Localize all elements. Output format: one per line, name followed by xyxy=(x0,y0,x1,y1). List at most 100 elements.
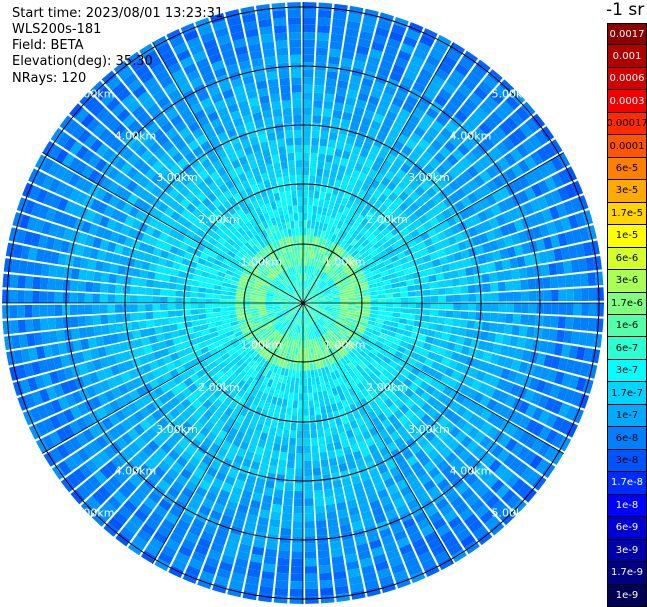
ray-gate xyxy=(232,327,242,334)
ray-gate xyxy=(145,244,156,255)
ray-gate xyxy=(148,83,163,96)
ray-gate xyxy=(32,318,42,332)
ray-gate xyxy=(167,303,176,311)
ray-gate xyxy=(263,179,271,189)
ray-gate xyxy=(31,361,42,376)
ray-gate xyxy=(348,387,356,397)
ray-gate xyxy=(290,69,302,78)
ray-gate xyxy=(271,101,282,110)
ray-gate xyxy=(74,108,90,123)
ray-gate xyxy=(312,323,317,331)
ray-gate xyxy=(82,428,95,443)
ray-gate xyxy=(324,397,331,406)
ray-gate xyxy=(494,333,504,344)
ray-gate xyxy=(420,203,431,214)
ray-gate xyxy=(288,314,294,321)
ray-gate xyxy=(340,383,348,393)
ray-gate xyxy=(310,145,319,154)
ray-gate xyxy=(467,179,479,192)
ray-gate xyxy=(120,224,131,236)
ray-gate xyxy=(345,317,354,322)
colorbar-cell: 6e-9 xyxy=(607,517,647,540)
ray-gate xyxy=(89,248,100,260)
ray-gate xyxy=(555,261,565,275)
ray-gate xyxy=(441,159,453,171)
ray-gate xyxy=(372,368,382,377)
ray-gate xyxy=(48,264,58,277)
ray-gate xyxy=(564,230,575,245)
ray-gate xyxy=(48,223,60,237)
lidar-ray-segments xyxy=(2,2,604,604)
ray-gate xyxy=(260,329,268,337)
ray-gate xyxy=(511,178,524,193)
ray-gate xyxy=(303,300,311,303)
ray-gate xyxy=(168,282,177,290)
ray-gate xyxy=(303,167,310,176)
ray-gate xyxy=(318,300,326,303)
ray-gate xyxy=(306,325,310,333)
ray-gate xyxy=(258,18,272,28)
ray-gate xyxy=(530,392,542,406)
ray-gate xyxy=(413,48,428,61)
ray-gate xyxy=(241,138,251,149)
ray-gate xyxy=(303,303,306,311)
ray-gate xyxy=(145,517,160,531)
ray-gate xyxy=(266,218,273,228)
ray-gate xyxy=(232,272,241,279)
ray-gate xyxy=(353,345,362,353)
ray-gate xyxy=(278,70,290,79)
ray-gate xyxy=(271,281,279,287)
ray-gate xyxy=(107,304,116,314)
ray-gate xyxy=(274,32,288,42)
ray-gate xyxy=(69,420,82,435)
ray-gate xyxy=(391,369,401,379)
ray-gate xyxy=(575,377,587,392)
ray-gate xyxy=(321,286,329,292)
ray-gate xyxy=(326,146,335,156)
ray-gate xyxy=(283,497,293,506)
ray-gate xyxy=(163,55,179,69)
ray-gate xyxy=(230,410,239,421)
range-label: 3.00km xyxy=(156,171,198,184)
ray-gate xyxy=(542,382,554,396)
ray-gate xyxy=(336,87,347,97)
ray-gate xyxy=(588,303,597,317)
ray-gate xyxy=(257,399,266,409)
ray-gate xyxy=(468,367,479,379)
ray-gate xyxy=(97,393,109,406)
ray-gate xyxy=(215,496,228,507)
ray-gate xyxy=(348,378,357,388)
ray-gate xyxy=(303,423,310,431)
ray-gate xyxy=(334,361,341,370)
range-label: 5.00km xyxy=(492,506,534,519)
ray-gate xyxy=(284,278,290,286)
ray-gate xyxy=(435,114,449,127)
ray-gate xyxy=(252,429,262,439)
ray-gate xyxy=(318,436,326,446)
ray-gate xyxy=(151,128,165,141)
ray-gate xyxy=(320,335,326,344)
ray-gate xyxy=(321,263,328,272)
ray-gate xyxy=(297,309,301,318)
ray-gate xyxy=(424,430,436,442)
ray-gate xyxy=(550,276,559,289)
ray-gate xyxy=(90,102,105,117)
ray-gate xyxy=(213,289,222,295)
ray-gate xyxy=(267,312,275,317)
ray-gate xyxy=(203,389,213,399)
ray-gate xyxy=(312,122,321,131)
ray-gate xyxy=(371,416,381,427)
ray-gate xyxy=(347,361,356,370)
ray-gate xyxy=(516,256,526,268)
ray-gate xyxy=(167,289,176,297)
ray-gate xyxy=(287,330,293,339)
ray-gate xyxy=(213,408,224,419)
ray-gate xyxy=(456,528,472,542)
ray-gate xyxy=(265,304,274,307)
ray-gate xyxy=(327,258,334,267)
ray-gate xyxy=(293,498,303,507)
ray-gate xyxy=(468,519,483,534)
ray-gate xyxy=(280,367,286,376)
ray-gate xyxy=(171,558,187,572)
ray-gate xyxy=(229,262,238,269)
